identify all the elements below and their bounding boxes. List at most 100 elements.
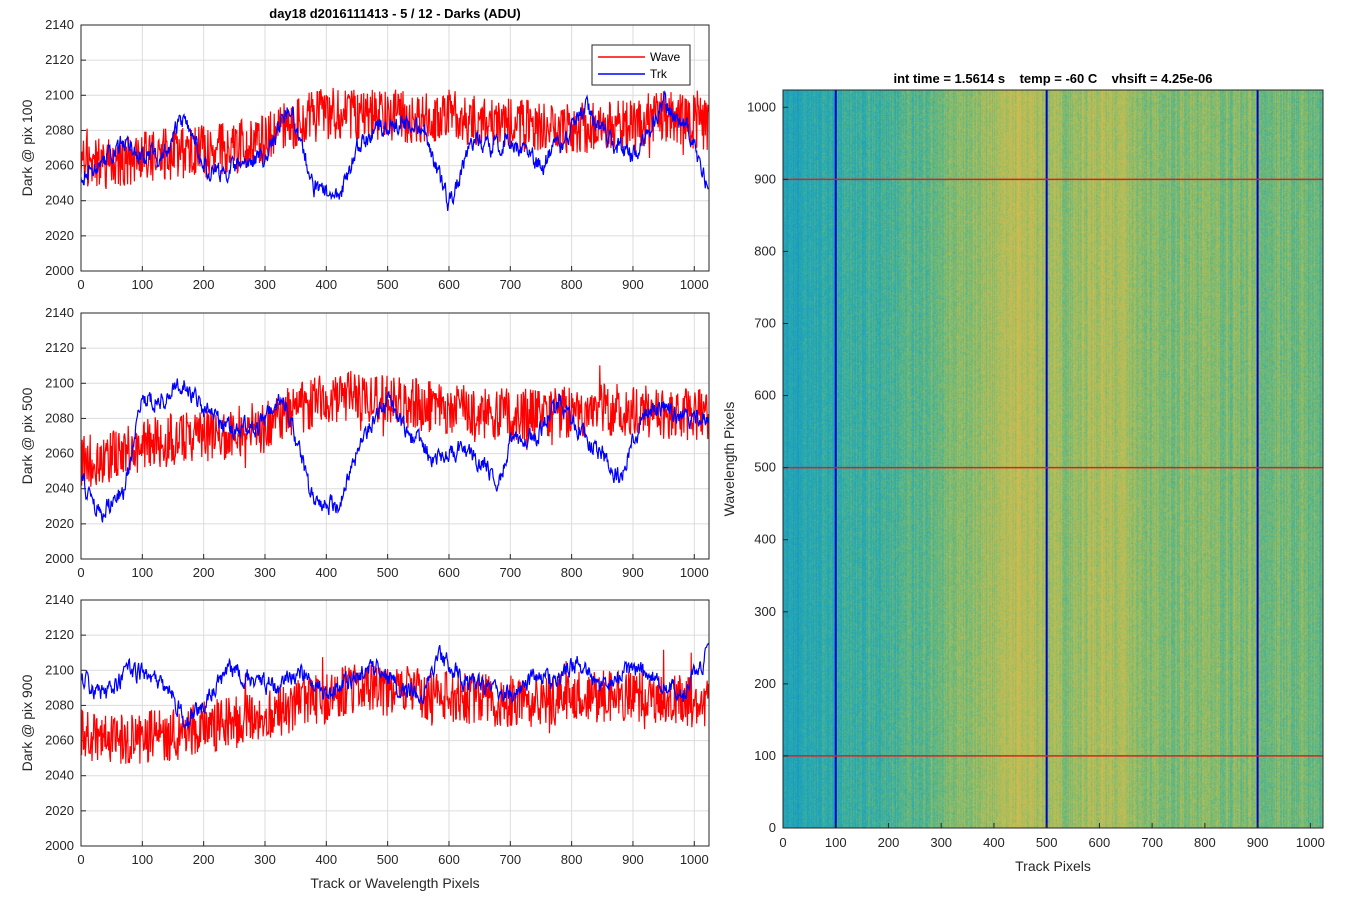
y-tick-label: 2140 xyxy=(45,305,74,320)
y-tick-label: 1000 xyxy=(747,99,776,114)
x-tick-label: 100 xyxy=(131,277,153,292)
x-tick-label: 400 xyxy=(315,277,337,292)
x-tick-label: 100 xyxy=(825,835,847,850)
y-tick-labels: 2000 2020 2040 2060 2080 2100 2120 2140 xyxy=(45,305,74,566)
legend-label-trk: Trk xyxy=(650,67,668,81)
y-tick-label: 900 xyxy=(754,171,776,186)
subplot-pix-900: 0 100 200 300 400 500 600 700 800 900 1000 2000 202… xyxy=(19,592,710,891)
y-tick-label: 2020 xyxy=(45,228,74,243)
y-tick-label: 0 xyxy=(769,820,776,835)
y-tick-label: 2060 xyxy=(45,446,74,461)
series-layer xyxy=(81,642,709,764)
x-tick-label: 600 xyxy=(1089,835,1111,850)
y-tick-label: 2100 xyxy=(45,662,74,677)
x-tick-label: 200 xyxy=(193,565,215,580)
x-tick-label: 200 xyxy=(193,277,215,292)
series-line-wave xyxy=(81,649,709,764)
x-tick-label: 300 xyxy=(254,565,276,580)
y-tick-label: 200 xyxy=(754,676,776,691)
heatmap-title: int time = 1.5614 s temp = -60 C vhsift … xyxy=(893,71,1212,86)
x-tick-label: 300 xyxy=(254,852,276,867)
x-tick-label: 600 xyxy=(438,565,460,580)
y-axis-label: Dark @ pix 100 xyxy=(19,99,35,196)
x-tick-label: 200 xyxy=(878,835,900,850)
x-tick-labels: 0 100 200 300 400 500 600 700 800 900 1000 xyxy=(77,852,708,867)
x-tick-label: 500 xyxy=(377,277,399,292)
x-tick-label: 700 xyxy=(499,277,521,292)
x-tick-label: 1000 xyxy=(680,565,709,580)
x-tick-label: 900 xyxy=(622,852,644,867)
y-tick-label: 2080 xyxy=(45,410,74,425)
legend-label-wave: Wave xyxy=(650,50,681,64)
y-tick-label: 2060 xyxy=(45,158,74,173)
y-tick-label: 2000 xyxy=(45,263,74,278)
y-tick-label: 2100 xyxy=(45,87,74,102)
x-tick-label: 500 xyxy=(377,852,399,867)
subplot-pix-100: 0 100 200 300 400 500 600 700 800 900 1000 2000 202… xyxy=(19,6,710,292)
y-tick-labels: 2000 2020 2040 2060 2080 2100 2120 2140 xyxy=(45,592,74,853)
y-tick-label: 300 xyxy=(754,604,776,619)
x-tick-label: 400 xyxy=(315,852,337,867)
series-layer xyxy=(81,365,709,523)
y-tick-label: 2020 xyxy=(45,803,74,818)
x-tick-label: 300 xyxy=(254,277,276,292)
y-tick-label: 500 xyxy=(754,460,776,475)
x-tick-label: 1000 xyxy=(680,277,709,292)
x-tick-labels: 0 100 200 300 400 500 600 700 800 900 1000 xyxy=(77,565,708,580)
subplot-pix-500: 0 100 200 300 400 500 600 700 800 900 1000 2000 202… xyxy=(19,305,710,580)
x-tick-label: 200 xyxy=(193,852,215,867)
x-tick-label: 600 xyxy=(438,277,460,292)
x-tick-label: 700 xyxy=(499,565,521,580)
y-tick-label: 2140 xyxy=(45,17,74,32)
x-tick-label: 800 xyxy=(1194,835,1216,850)
y-axis-label: Dark @ pix 900 xyxy=(19,674,35,771)
x-tick-label: 500 xyxy=(377,565,399,580)
x-tick-label: 800 xyxy=(561,852,583,867)
x-tick-label: 900 xyxy=(622,565,644,580)
y-tick-label: 2080 xyxy=(45,122,74,137)
figure-title: day18 d2016111413 - 5 / 12 - Darks (ADU) xyxy=(269,6,520,21)
y-tick-label: 800 xyxy=(754,243,776,258)
series-line-trk xyxy=(81,642,709,729)
x-tick-label: 700 xyxy=(1141,835,1163,850)
x-tick-label: 0 xyxy=(77,277,84,292)
x-tick-label: 800 xyxy=(561,277,583,292)
x-tick-labels: 0 100 200 300 400 500 600 700 800 900 1000 xyxy=(77,277,708,292)
y-axis-label: Wavelength Pixels xyxy=(721,402,737,517)
series-line-wave xyxy=(81,87,709,190)
x-tick-label: 800 xyxy=(561,565,583,580)
x-tick-label: 1000 xyxy=(1296,835,1325,850)
x-tick-label: 500 xyxy=(1036,835,1058,850)
y-tick-label: 700 xyxy=(754,316,776,331)
x-tick-label: 0 xyxy=(77,852,84,867)
x-tick-label: 0 xyxy=(779,835,786,850)
y-tick-label: 2100 xyxy=(45,375,74,390)
series-line-trk xyxy=(81,378,709,523)
x-tick-label: 100 xyxy=(131,852,153,867)
x-tick-label: 300 xyxy=(930,835,952,850)
y-tick-label: 100 xyxy=(754,748,776,763)
x-tick-label: 400 xyxy=(315,565,337,580)
x-tick-label: 100 xyxy=(131,565,153,580)
y-tick-label: 2040 xyxy=(45,193,74,208)
x-tick-label: 700 xyxy=(499,852,521,867)
y-tick-label: 2120 xyxy=(45,340,74,355)
x-tick-labels: 0 100 200 300 400 500 600 700 800 900 1000 xyxy=(779,823,1325,850)
y-tick-label: 2060 xyxy=(45,733,74,748)
y-tick-labels: 0 100 200 300 400 500 600 700 800 900 1000 xyxy=(747,99,788,835)
y-tick-label: 2000 xyxy=(45,838,74,853)
x-axis-label: Track or Wavelength Pixels xyxy=(310,875,479,891)
heatmap-image xyxy=(783,90,1323,828)
x-tick-label: 600 xyxy=(438,852,460,867)
y-tick-labels: 2000 2020 2040 2060 2080 2100 2120 2140 xyxy=(45,17,74,278)
y-tick-label: 2040 xyxy=(45,481,74,496)
y-tick-label: 2080 xyxy=(45,697,74,712)
x-tick-label: 400 xyxy=(983,835,1005,850)
y-tick-label: 2000 xyxy=(45,551,74,566)
x-tick-label: 900 xyxy=(622,277,644,292)
y-axis-label: Dark @ pix 500 xyxy=(19,387,35,484)
y-tick-label: 400 xyxy=(754,532,776,547)
y-tick-label: 2140 xyxy=(45,592,74,607)
x-tick-label: 1000 xyxy=(680,852,709,867)
